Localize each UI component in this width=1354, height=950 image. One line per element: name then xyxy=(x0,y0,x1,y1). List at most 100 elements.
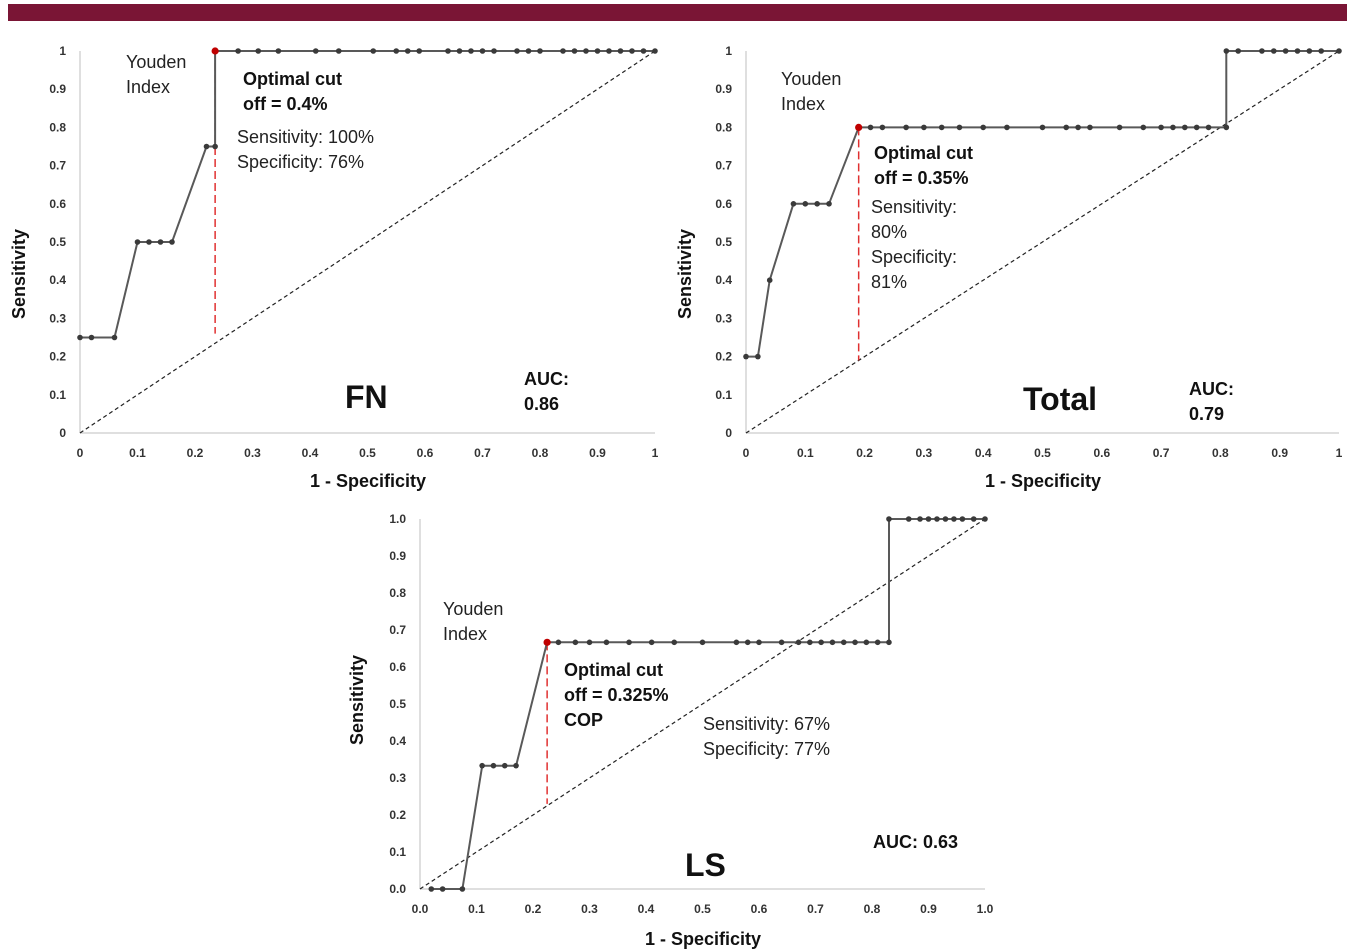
top-banner-bar xyxy=(8,4,1347,21)
optimal-cutoff-line-3: COP xyxy=(564,710,603,730)
x-tick-label: 0.1 xyxy=(797,446,814,460)
roc-data-point xyxy=(479,762,485,769)
auc-label: AUC: xyxy=(524,369,569,389)
optimal-cutoff-line-2: off = 0.325% xyxy=(564,685,669,705)
x-tick-label: 1 xyxy=(1336,446,1343,460)
roc-data-point xyxy=(879,124,886,131)
roc-data-point xyxy=(1039,124,1046,131)
roc-data-point xyxy=(445,48,451,54)
y-tick-label: 0.3 xyxy=(715,311,732,325)
x-tick-label: 0.3 xyxy=(581,902,598,916)
roc-data-point xyxy=(1087,124,1093,131)
roc-data-point xyxy=(1004,124,1010,131)
roc-data-point xyxy=(586,639,593,646)
x-axis-title: 1 - Specificity xyxy=(985,471,1101,491)
roc-data-point xyxy=(626,639,632,646)
y-tick-label: 0.9 xyxy=(715,82,732,96)
roc-data-point xyxy=(525,48,532,54)
x-tick-label: 0.1 xyxy=(129,446,146,460)
roc-chart-total: 0 0.1 0.2 0.3 0.4 0.5 0.6 0.7 0.8 0.9 1 0 0.1 0.2 0.3 0… xyxy=(675,44,1343,491)
optimal-point xyxy=(543,638,551,646)
optimal-point xyxy=(211,47,219,55)
roc-data-point xyxy=(1270,48,1277,54)
y-tick-label: 0.2 xyxy=(49,350,66,364)
auc-value: 0.79 xyxy=(1189,404,1224,424)
reference-diagonal-line xyxy=(419,518,986,890)
roc-data-point xyxy=(766,277,773,283)
roc-data-point xyxy=(560,48,566,54)
roc-data-point xyxy=(917,516,923,522)
chart-label: LS xyxy=(685,847,726,883)
roc-data-point xyxy=(903,124,909,131)
roc-data-point xyxy=(852,639,858,646)
roc-data-point xyxy=(938,124,945,131)
optimal-cutoff-line-1: Optimal cut xyxy=(564,660,663,680)
roc-data-point xyxy=(640,48,647,54)
specificity-stat: Specificity: 77% xyxy=(703,739,830,759)
auc-label: AUC: xyxy=(1189,379,1234,399)
roc-data-point xyxy=(1140,124,1147,131)
optimal-cutoff-line-2: off = 0.35% xyxy=(874,168,969,188)
roc-data-point xyxy=(1116,124,1123,131)
x-tick-label: 1.0 xyxy=(977,902,994,916)
x-tick-label: 0.9 xyxy=(1271,446,1288,460)
y-tick-label: 0.2 xyxy=(389,808,406,822)
roc-data-point xyxy=(807,639,813,646)
roc-data-point xyxy=(1294,48,1301,54)
y-tick-label: 0.4 xyxy=(389,734,406,748)
y-tick-label: 0.1 xyxy=(49,388,66,402)
roc-data-point xyxy=(959,516,966,522)
roc-data-point xyxy=(814,201,820,207)
roc-data-point xyxy=(169,239,175,245)
roc-data-point xyxy=(795,639,802,646)
y-tick-label: 0.5 xyxy=(389,697,406,711)
roc-data-point xyxy=(571,48,578,54)
roc-data-point xyxy=(1158,124,1164,131)
roc-data-point xyxy=(956,124,963,131)
roc-data-point xyxy=(699,639,706,646)
roc-data-point xyxy=(88,334,95,341)
y-tick-label: 0.8 xyxy=(49,120,66,134)
roc-data-point xyxy=(942,516,949,522)
y-tick-label: 0 xyxy=(725,426,732,440)
roc-data-point xyxy=(652,48,658,54)
x-tick-label: 0.5 xyxy=(359,446,376,460)
roc-data-point xyxy=(982,516,988,522)
roc-data-point xyxy=(212,143,218,150)
roc-data-point xyxy=(756,639,762,646)
y-tick-label: 0 xyxy=(59,426,66,440)
optimal-cutoff-line-1: Optimal cut xyxy=(874,143,973,163)
specificity-value: 81% xyxy=(871,272,907,292)
roc-data-point xyxy=(1336,48,1342,54)
roc-data-point xyxy=(583,48,589,54)
roc-data-point xyxy=(134,239,141,245)
y-tick-label: 0.4 xyxy=(715,273,732,287)
roc-data-point xyxy=(886,516,892,522)
roc-data-point xyxy=(886,639,892,646)
roc-data-point xyxy=(111,334,118,341)
x-tick-label: 0.6 xyxy=(1093,446,1110,460)
roc-data-point xyxy=(733,639,740,646)
roc-data-point xyxy=(743,353,749,360)
x-tick-label: 0.5 xyxy=(694,902,711,916)
auc-value: 0.86 xyxy=(524,394,559,414)
roc-data-point xyxy=(1259,48,1265,54)
roc-data-point xyxy=(905,516,912,522)
y-tick-label: 0.6 xyxy=(49,197,66,211)
y-tick-label: 0.5 xyxy=(715,235,732,249)
sensitivity-stat: Sensitivity: 67% xyxy=(703,714,830,734)
roc-data-point xyxy=(555,639,562,646)
reference-diagonal-line xyxy=(79,50,656,434)
youden-label-line-2: Index xyxy=(126,77,170,97)
roc-data-point xyxy=(1170,124,1176,131)
roc-data-point xyxy=(648,639,655,646)
optimal-point xyxy=(855,123,863,131)
sensitivity-label: Sensitivity: xyxy=(871,197,957,217)
roc-data-point xyxy=(335,48,342,54)
y-tick-label: 0.5 xyxy=(49,235,66,249)
x-tick-label: 0.7 xyxy=(1153,446,1170,460)
y-tick-label: 0.1 xyxy=(389,845,406,859)
roc-data-point xyxy=(594,48,601,54)
y-tick-label: 0.7 xyxy=(389,623,406,637)
roc-data-point xyxy=(468,48,474,54)
